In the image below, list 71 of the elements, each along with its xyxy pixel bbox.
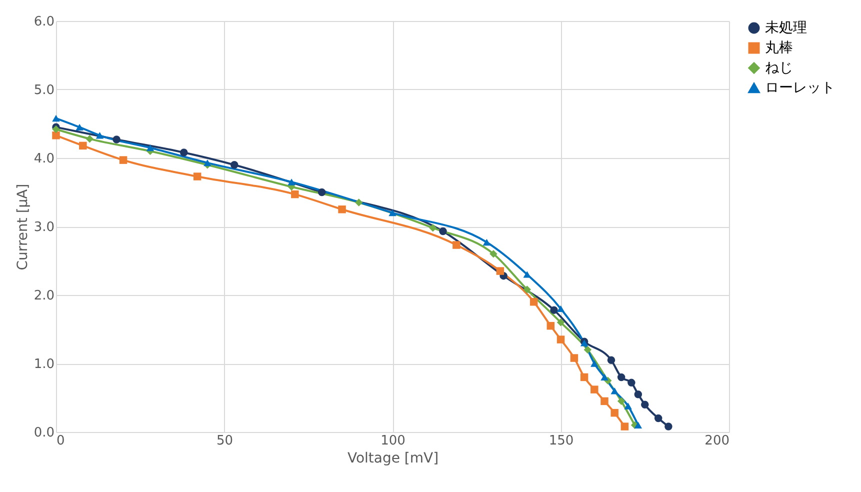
point	[634, 390, 642, 398]
legend-label: ローレット	[765, 80, 835, 96]
x-axis-title: Voltage [mV]	[347, 450, 439, 466]
point	[439, 227, 447, 236]
x-tick-label: 200	[704, 434, 730, 448]
legend-label: ねじ	[765, 60, 793, 76]
point	[146, 144, 154, 152]
x-tick-label: 0	[56, 434, 65, 448]
point	[119, 156, 128, 164]
point	[180, 148, 188, 156]
point	[624, 402, 632, 410]
x-tick-label: 100	[380, 434, 406, 448]
point	[96, 132, 104, 139]
point	[429, 224, 437, 232]
point	[607, 356, 616, 364]
y-tick-label: 0.0	[34, 426, 54, 440]
point	[570, 354, 578, 362]
point	[620, 422, 629, 430]
point	[590, 360, 598, 367]
y-tick-label: 2.0	[34, 288, 54, 304]
point	[86, 134, 94, 143]
point	[617, 397, 626, 406]
point	[204, 159, 212, 166]
point	[288, 178, 296, 186]
y-tick-label: 6.0	[34, 14, 54, 30]
point	[664, 422, 672, 430]
point	[76, 124, 84, 131]
y-tick-label: 5.0	[34, 83, 54, 98]
point	[617, 373, 626, 382]
y-tick-label: 4.0	[34, 152, 54, 166]
x-tick-label: 150	[548, 434, 574, 448]
point	[610, 408, 618, 417]
point	[580, 373, 588, 382]
point	[112, 136, 120, 144]
point	[318, 188, 326, 196]
point	[590, 386, 598, 394]
point	[338, 206, 346, 214]
point	[496, 267, 504, 275]
y-axis-title: Current [μA]	[14, 184, 31, 270]
point	[523, 271, 531, 278]
point	[482, 238, 491, 246]
point	[600, 397, 608, 406]
legend-label: 丸棒	[765, 40, 793, 56]
point	[628, 378, 636, 387]
point	[354, 198, 363, 206]
point	[546, 322, 555, 330]
point	[452, 241, 460, 249]
point	[634, 422, 642, 429]
point	[556, 318, 565, 326]
point	[600, 374, 608, 381]
point	[530, 298, 538, 306]
point	[556, 305, 565, 312]
x-tick-label: 50	[216, 434, 234, 448]
point	[52, 132, 60, 140]
point	[523, 286, 531, 294]
y-tick-label: 3.0	[34, 220, 54, 235]
point	[550, 306, 558, 314]
point	[490, 250, 498, 258]
point	[52, 114, 60, 122]
point	[641, 400, 649, 408]
point	[654, 414, 662, 422]
legend-label: 未処理	[765, 20, 807, 36]
point	[556, 336, 565, 344]
point	[291, 190, 299, 198]
y-tick-label: 1.0	[34, 357, 54, 372]
point	[230, 160, 238, 169]
point	[79, 142, 87, 150]
point	[193, 172, 202, 180]
point	[584, 346, 592, 354]
point	[388, 209, 396, 216]
point	[610, 388, 618, 394]
